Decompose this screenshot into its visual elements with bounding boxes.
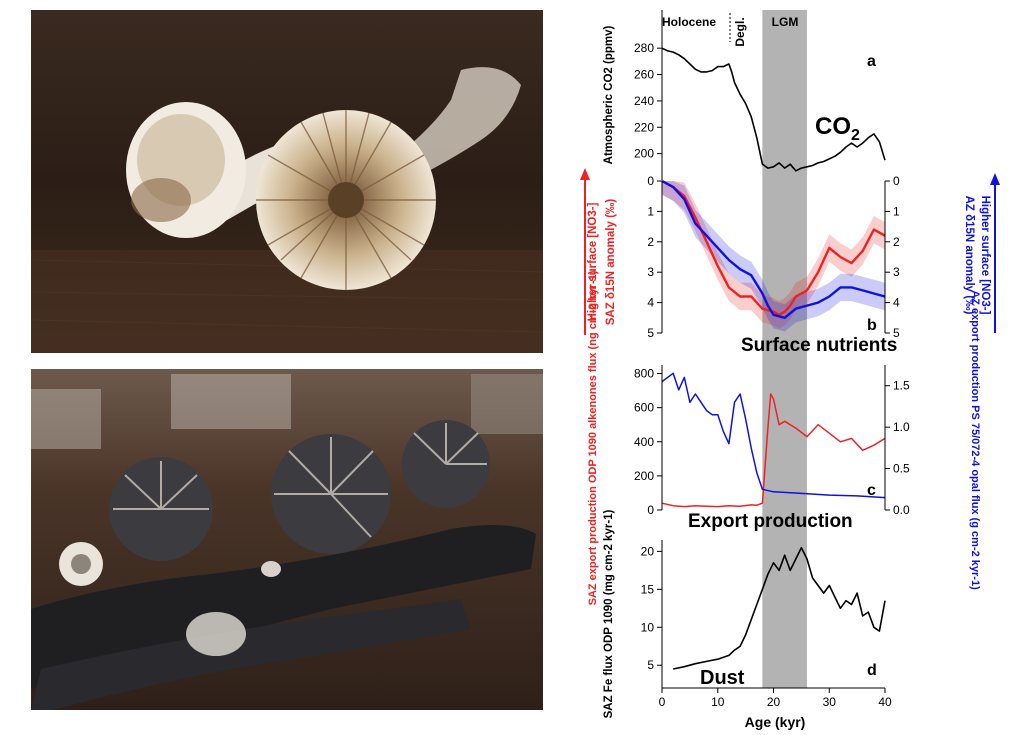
axes-layer: 2002202402602800123450123450200400600800…	[634, 10, 910, 709]
panel-c-ytick-right-label-0: 0.0	[893, 503, 910, 517]
panel-b-ytick-left-label-0: 0	[647, 174, 654, 188]
panel-letter-d: d	[867, 662, 877, 679]
panel-c-ytick-left-label-4: 800	[634, 367, 654, 381]
ylabel-fe-flux: SAZ Fe flux ODP 1090 (mg cm-2 kyr-1)	[603, 509, 615, 718]
lgm-shading	[762, 10, 807, 688]
panel-letter-a: a	[867, 53, 876, 70]
photo-dark-coral	[31, 369, 543, 710]
ylabel-saz-d15n: SAZ δ15N anomaly (‰)	[605, 199, 617, 326]
panel-letter-b: b	[867, 317, 877, 334]
period-label-holocene: Holocene	[662, 15, 716, 29]
panel-c-ytick-right-label-2: 1.0	[893, 420, 910, 434]
arrow-label-left: Higher surface [NO3-]	[587, 202, 599, 321]
panel-b-ytick-left-label-4: 4	[647, 296, 654, 310]
lgm-shading-layer	[762, 10, 807, 688]
ylabel-az-d15n: AZ δ15N anomaly (‰)	[963, 196, 975, 315]
arrow-left-head	[580, 168, 590, 180]
panel-b-ytick-right-label-3: 3	[893, 265, 900, 279]
paleo-chart: 2002202402602800123450123450200400600800…	[580, 10, 1000, 730]
panel-b-ytick-right-label-4: 4	[893, 296, 900, 310]
arrow-right-head	[990, 173, 1000, 185]
panel-b-ytick-left-label-2: 2	[647, 235, 654, 249]
panel-a-ytick-label-1: 220	[634, 120, 654, 134]
panel-b-ytick-right-label-0: 0	[893, 174, 900, 188]
xtick-label-4: 40	[878, 695, 892, 709]
panel-a-ytick-label-0: 200	[634, 147, 654, 161]
panel-b-band-1	[662, 181, 885, 332]
period-label-lgm: LGM	[772, 15, 799, 29]
period-label-degl: Degl.	[733, 17, 747, 46]
ylabel-az-export: AZ export production PS 75/072-4 opal fl…	[969, 290, 981, 590]
xtick-label-0: 0	[659, 695, 666, 709]
panel-b-ytick-right-label-5: 5	[893, 326, 900, 340]
panel-letter-c: c	[867, 482, 876, 499]
fe-flux-line	[673, 546, 886, 670]
panel-d-ytick-label-2: 15	[641, 582, 655, 596]
xtick-label-1: 10	[711, 695, 725, 709]
panel-title-export-production: Export production	[688, 511, 853, 532]
ylabel-saz-export: SAZ export production ODP 1090 alkenones…	[587, 270, 599, 605]
panel-b-ytick-left-label-1: 1	[647, 204, 654, 218]
xtick-label-2: 20	[767, 695, 781, 709]
panel-title-co2: CO2	[815, 113, 860, 144]
panel-b-ytick-left-label-5: 5	[647, 326, 654, 340]
photo-bleached-coral	[31, 10, 543, 353]
xlabel-age: Age (kyr)	[745, 714, 806, 730]
panel-a-ytick-label-4: 280	[634, 41, 654, 55]
arrow-label-right: Higher surface [NO3-]	[979, 196, 991, 315]
panel-title-dust: Dust	[700, 667, 745, 689]
panel-b-ytick-right-label-2: 2	[893, 235, 900, 249]
co2-line	[661, 47, 886, 172]
series-layer	[661, 47, 886, 670]
ylabel-co2: Atmospheric CO2 (ppmv)	[603, 26, 615, 165]
panel-title-surface-nutrients: Surface nutrients	[741, 335, 897, 356]
panel-d-ytick-label-1: 10	[641, 620, 655, 634]
panel-c-ytick-left-label-1: 200	[634, 469, 654, 483]
az-d15n-line	[661, 179, 886, 319]
opal-flux-line	[661, 372, 886, 499]
xtick-label-3: 30	[823, 695, 837, 709]
dark-coral-illustration	[31, 369, 543, 710]
panel-a-ytick-label-3: 260	[634, 68, 654, 82]
panel-c-ytick-left-label-3: 600	[634, 401, 654, 415]
alkenone-flux-line	[661, 393, 886, 508]
panel-b-ytick-left-label-3: 3	[647, 265, 654, 279]
bleached-coral-illustration	[31, 10, 543, 353]
panel-c-ytick-right-label-1: 0.5	[893, 462, 910, 476]
panel-b-ytick-right-label-1: 1	[893, 204, 900, 218]
panel-a-ytick-label-2: 240	[634, 94, 654, 108]
panel-d-ytick-label-0: 5	[647, 658, 654, 672]
saz-d15n-line	[661, 179, 886, 316]
panel-c-ytick-left-label-2: 400	[634, 435, 654, 449]
panel-c-ytick-left-label-0: 0	[647, 503, 654, 517]
panel-c-ytick-right-label-3: 1.5	[893, 379, 910, 393]
panel-d-ytick-label-3: 20	[641, 544, 655, 558]
